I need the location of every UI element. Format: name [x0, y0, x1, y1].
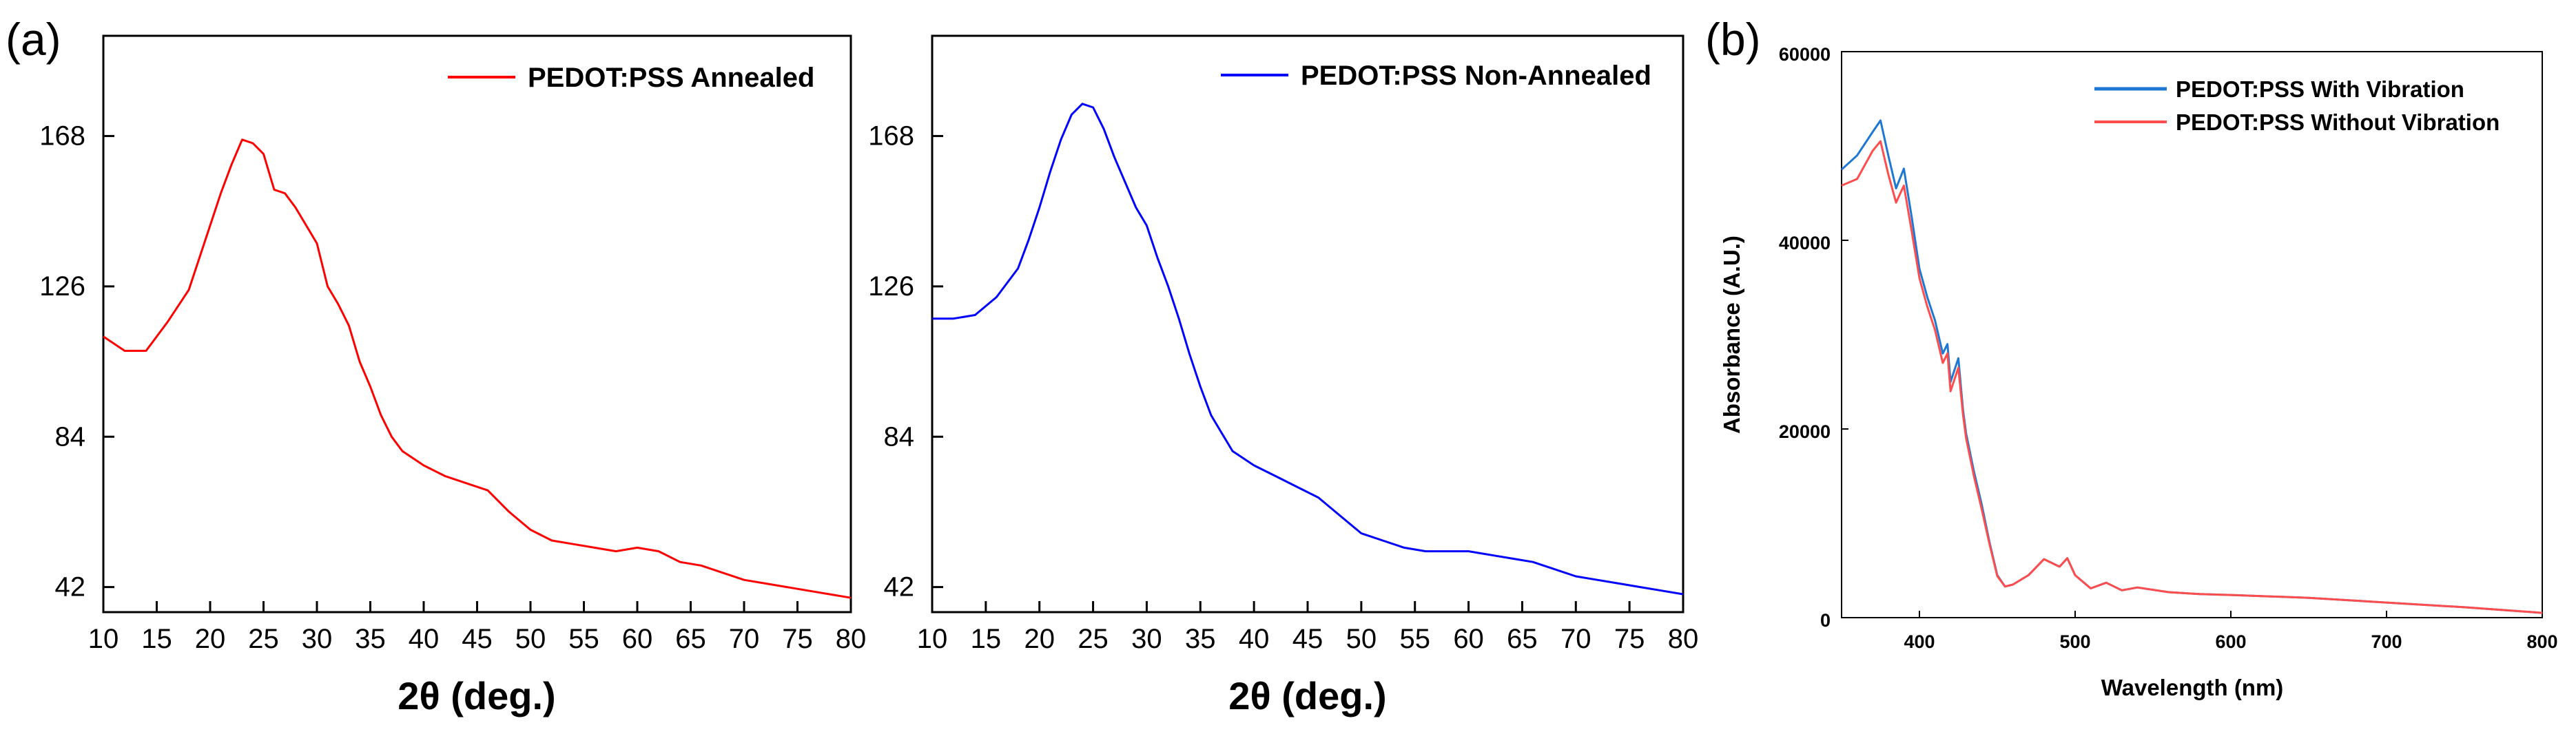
legend-label: PEDOT:PSS Annealed	[528, 63, 814, 93]
x-tick-label: 10	[88, 624, 119, 654]
series-line-pedot-pss-annealed	[103, 138, 852, 599]
x-tick-label: 20	[195, 624, 226, 654]
series-line-pedot-pss-non-annealed	[932, 103, 1684, 596]
x-tick-label: 75	[782, 624, 813, 654]
series-group	[932, 103, 1684, 596]
y-tick-label: 126	[868, 271, 914, 302]
x-tick-label: 15	[971, 624, 1002, 654]
x-tick-label: 600	[2215, 631, 2246, 652]
x-tick-label: 50	[1346, 624, 1377, 654]
x-tick-label: 75	[1614, 624, 1645, 654]
x-tick-label: 40	[1239, 624, 1270, 654]
x-tick-label: 35	[355, 624, 386, 654]
series-line-pedot-pss-without-vibration	[1841, 140, 2543, 614]
x-tick-label: 65	[675, 624, 706, 654]
y-tick-label: 168	[39, 121, 85, 151]
x-tick-label: 60	[622, 624, 653, 654]
y-tick-label: 84	[55, 421, 86, 452]
x-tick-label: 30	[1131, 624, 1162, 654]
x-tick-label: 45	[1292, 624, 1323, 654]
panel-label-b: (b)	[1705, 14, 1761, 65]
x-tick-label: 800	[2526, 631, 2557, 652]
x-tick-label: 10	[917, 624, 948, 654]
x-tick-label: 50	[515, 624, 546, 654]
legend-label-with-vibration: PEDOT:PSS With Vibration	[2176, 76, 2464, 102]
x-axis-ticks: 10 15 20 25 30 35 40 45 50 55 60 65 70 75 80	[917, 601, 1699, 654]
series-group	[1840, 119, 2543, 614]
y-tick-label: 42	[55, 572, 86, 602]
x-tick-label: 70	[1560, 624, 1591, 654]
x-tick-label: 40	[409, 624, 440, 654]
x-tick-label: 700	[2371, 631, 2402, 652]
y-tick-label: 42	[884, 572, 915, 602]
x-tick-label: 55	[568, 624, 599, 654]
x-tick-label: 400	[1904, 631, 1935, 652]
x-tick-label: 20	[1024, 624, 1055, 654]
y-axis-ticks: 42 84 126 168	[39, 121, 114, 602]
x-tick-label: 35	[1185, 624, 1216, 654]
x-tick-label: 15	[141, 624, 172, 654]
x-axis-title: Wavelength (nm)	[2101, 675, 2284, 700]
legend-label-without-vibration: PEDOT:PSS Without Vibration	[2176, 109, 2500, 135]
x-tick-label: 25	[1078, 624, 1109, 654]
series-group	[103, 138, 852, 599]
plot-frame	[1841, 51, 2543, 618]
x-tick-label: 60	[1453, 624, 1484, 654]
chart-non-annealed: 10 15 20 25 30 35 40 45 50 55 60 65 70 75 80 42 84 126 16…	[868, 34, 1699, 717]
x-axis-ticks: 10 15 20 25 30 35 40 45 50 55 60 65 70 75 80	[88, 601, 867, 654]
y-tick-label: 60000	[1779, 44, 1831, 65]
x-tick-label: 25	[248, 624, 279, 654]
legend-label: PEDOT:PSS Non-Annealed	[1301, 61, 1651, 91]
y-axis-ticks: 0 20000 40000 60000	[1779, 44, 1848, 631]
x-tick-label: 55	[1399, 624, 1430, 654]
x-tick-label: 30	[302, 624, 333, 654]
x-axis-ticks: 400 500 600 700 800	[1904, 611, 2558, 652]
x-tick-label: 65	[1507, 624, 1538, 654]
y-axis-title: Absorbance (A.U.)	[1719, 235, 1744, 434]
x-tick-label: 70	[729, 624, 760, 654]
y-tick-label: 20000	[1779, 421, 1831, 442]
x-tick-label: 45	[462, 624, 493, 654]
x-tick-label: 80	[836, 624, 867, 654]
x-axis-title: 2θ (deg.)	[398, 674, 555, 717]
y-tick-label: 126	[39, 271, 85, 302]
x-tick-label: 500	[2059, 631, 2090, 652]
x-tick-label: 80	[1668, 624, 1699, 654]
chart-absorbance: 400 500 600 700 800 0 20000 40000 60000 PEDOT:P…	[1719, 44, 2558, 700]
y-tick-label: 40000	[1779, 233, 1831, 253]
y-tick-label: 0	[1820, 610, 1831, 631]
y-tick-label: 168	[868, 121, 914, 151]
panel-label-a: (a)	[6, 14, 61, 65]
x-axis-title: 2θ (deg.)	[1228, 674, 1386, 717]
chart-annealed: 10 15 20 25 30 35 40 45 50 55 60 65 70 75 80 42 84 126 16…	[39, 34, 867, 717]
y-axis-ticks: 42 84 126 168	[868, 121, 943, 602]
y-tick-label: 84	[884, 421, 915, 452]
